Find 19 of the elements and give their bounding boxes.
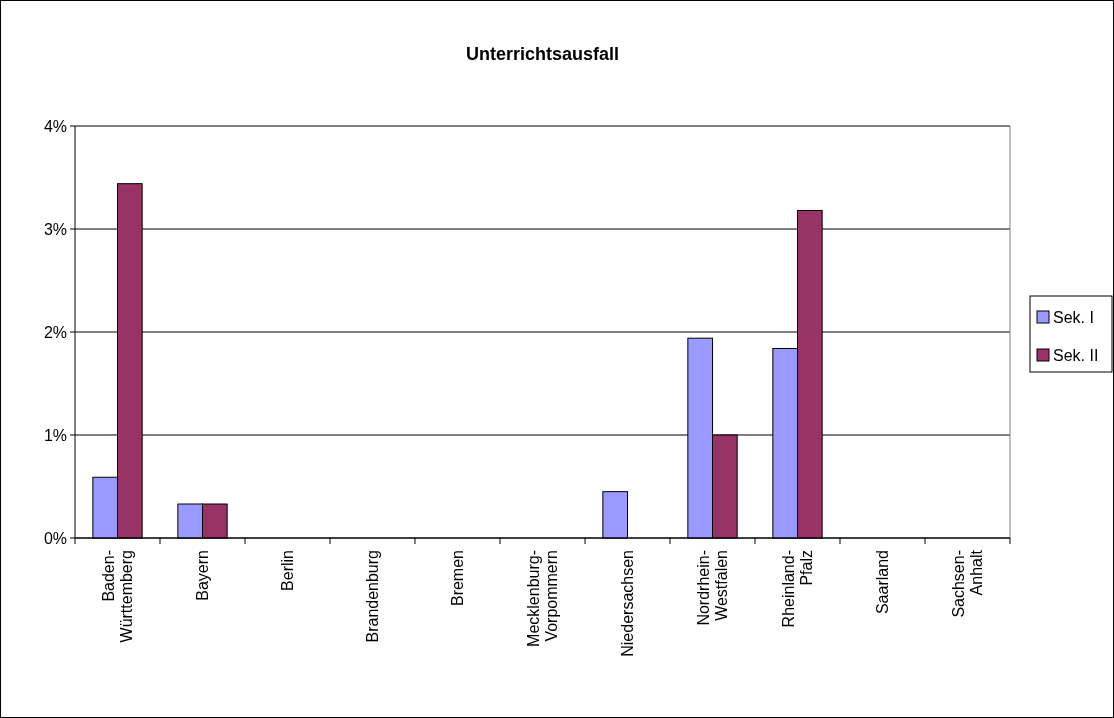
x-tick-label: Brandenburg bbox=[364, 550, 382, 643]
x-tick-label: Niedersachsen bbox=[619, 550, 637, 657]
x-tick-label: Sachsen-Anhalt bbox=[949, 549, 985, 618]
x-tick-label: Mecklenburg-Vorpommern bbox=[524, 550, 560, 647]
legend-label: Sek. II bbox=[1053, 346, 1099, 364]
x-tick-label: Baden-Württemberg bbox=[99, 550, 135, 643]
x-tick-label: Berlin bbox=[279, 550, 297, 591]
y-tick-label: 0% bbox=[43, 529, 67, 547]
y-tick-label: 1% bbox=[43, 426, 67, 444]
chart-title: Unterrichtsausfall bbox=[465, 44, 620, 64]
legend-label: Sek. I bbox=[1053, 308, 1094, 326]
y-tick-label: 2% bbox=[43, 323, 67, 341]
x-tick-label: Nordrhein-Westfalen bbox=[694, 550, 730, 626]
y-tick-label: 3% bbox=[43, 220, 67, 238]
y-tick-label: 4% bbox=[43, 117, 67, 135]
x-tick-label: Bayern bbox=[194, 550, 212, 601]
x-tick-label: Rheinland-Pfalz bbox=[779, 550, 815, 628]
x-tick-label: Bremen bbox=[449, 550, 467, 607]
x-tick-label: Saarland bbox=[874, 550, 892, 615]
